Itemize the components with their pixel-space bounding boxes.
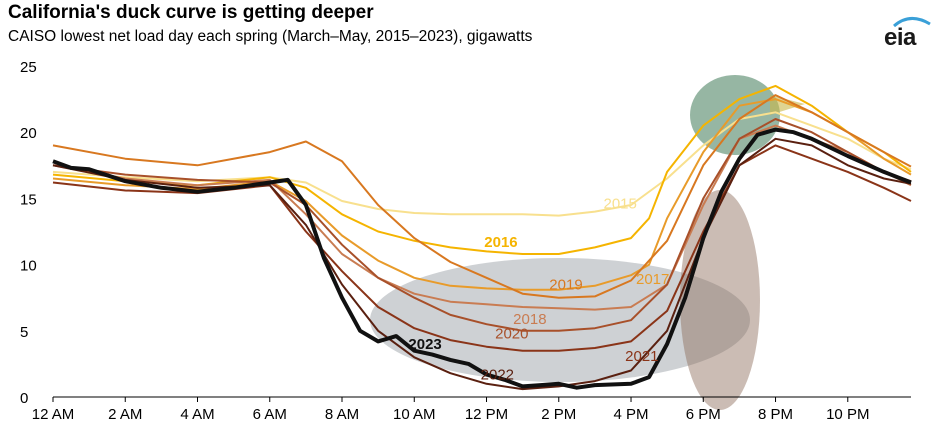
x-tick-label: 6 PM	[686, 406, 721, 423]
series-label-2021: 2021	[625, 348, 658, 365]
series-line-2022	[52, 137, 912, 391]
series-line-2023	[52, 127, 912, 390]
series-label-2016: 2016	[484, 234, 517, 251]
x-tick-label: 4 PM	[614, 406, 649, 423]
y-tick-label: 20	[20, 125, 37, 142]
x-tick-label: 12 PM	[465, 406, 508, 423]
x-tick-label: 8 PM	[758, 406, 793, 423]
chart-subtitle: CAISO lowest net load day each spring (M…	[8, 28, 533, 45]
series-lines	[52, 84, 912, 391]
duck-illustration	[370, 75, 805, 410]
series-label-2019: 2019	[549, 276, 582, 293]
series-label-2020: 2020	[495, 325, 528, 342]
series-line-2020	[52, 118, 912, 332]
eia-logo-text: eia	[884, 24, 916, 51]
series-label-2022: 2022	[481, 366, 514, 383]
duck-head-shape	[690, 75, 780, 155]
x-tick-label: 2 AM	[108, 406, 142, 423]
x-axis: 12 AM 2 AM 4 AM 6 AM 8 AM 10 AM 12 PM 2 PM 4 PM 6…	[32, 396, 911, 423]
series-label-2015: 2015	[603, 196, 636, 213]
duck-body-shape	[370, 258, 750, 382]
x-tick-label: 2 PM	[541, 406, 576, 423]
y-tick-label: 5	[20, 324, 28, 341]
y-axis: 0 5 10 15 20 25	[20, 59, 37, 407]
series-line-2016	[52, 84, 912, 255]
series-line-2021	[52, 144, 912, 352]
series-line-2019	[52, 94, 912, 299]
x-tick-label: 8 AM	[325, 406, 359, 423]
x-tick-label: 4 AM	[180, 406, 214, 423]
eia-logo: eia	[880, 14, 936, 54]
eia-logo-swoosh-icon	[893, 17, 931, 28]
series-labels: 2015 2016 2017 2018 2019 2020 2021 2022 2023	[408, 196, 669, 384]
x-tick-label: 10 AM	[393, 406, 436, 423]
series-line-2017	[52, 98, 912, 291]
series-label-2023: 2023	[408, 336, 441, 353]
y-tick-label: 25	[20, 59, 37, 76]
y-tick-label: 15	[20, 191, 37, 208]
series-label-2017: 2017	[636, 271, 669, 288]
x-tick-label: 12 AM	[32, 406, 75, 423]
chart-title: California's duck curve is getting deepe…	[8, 2, 374, 23]
x-tick-label: 10 PM	[826, 406, 869, 423]
y-tick-label: 10	[20, 258, 37, 275]
series-label-2018: 2018	[513, 311, 546, 328]
x-tick-label: 6 AM	[253, 406, 287, 423]
y-tick-label: 0	[20, 390, 28, 407]
